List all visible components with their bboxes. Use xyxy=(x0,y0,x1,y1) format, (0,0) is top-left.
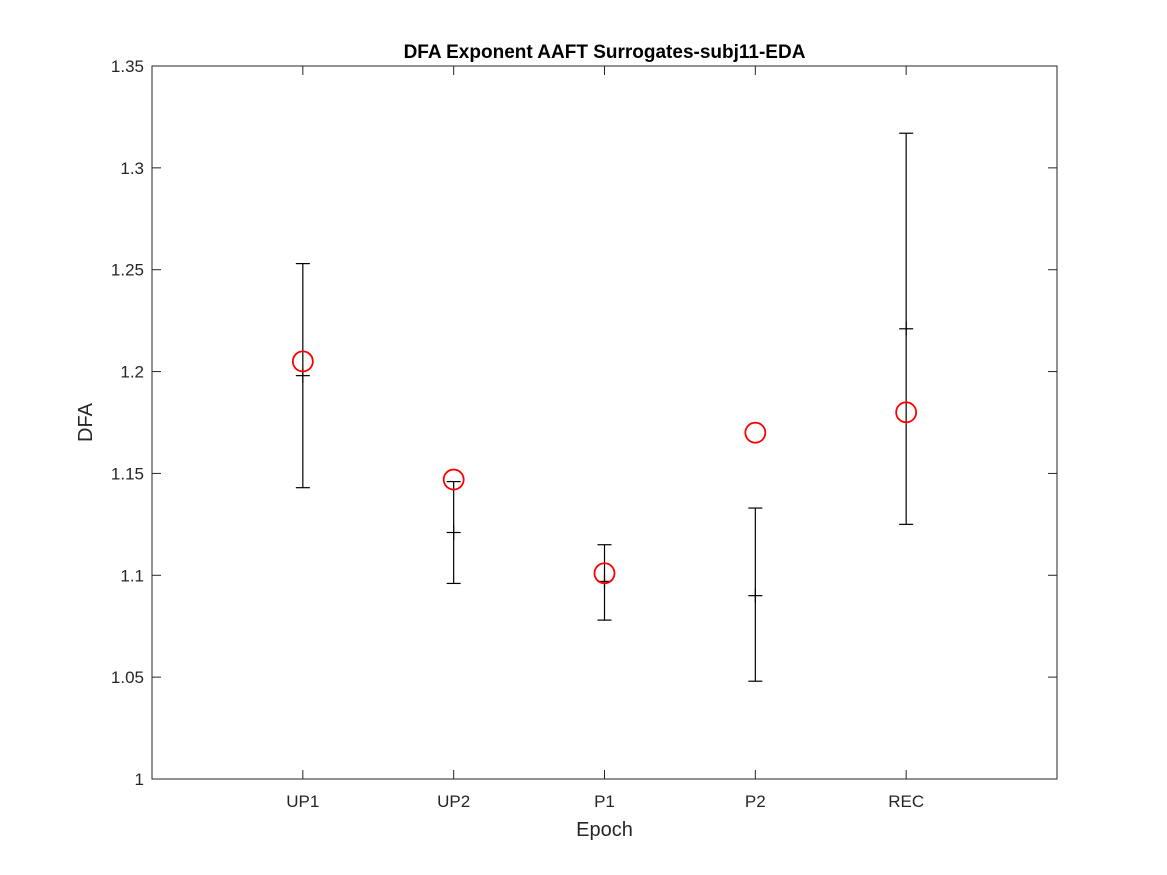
original-value-marker xyxy=(593,562,616,585)
original-value-marker xyxy=(895,401,918,424)
x-tick-label: UP1 xyxy=(286,792,319,811)
x-tick-label: P1 xyxy=(594,792,615,811)
x-tick-label: REC xyxy=(888,792,924,811)
y-tick-label: 1.05 xyxy=(111,668,144,687)
y-tick-label: 1.3 xyxy=(120,159,144,178)
y-tick-label: 1.25 xyxy=(111,261,144,280)
original-value-marker xyxy=(291,350,314,373)
y-tick-label: 1 xyxy=(135,770,144,789)
x-tick-label: UP2 xyxy=(437,792,470,811)
plot-area xyxy=(151,65,1058,780)
y-axis-label: DFA xyxy=(75,402,97,442)
x-axis-label: Epoch xyxy=(576,819,633,841)
y-tick-label: 1.2 xyxy=(120,363,144,382)
y-tick-label: 1.1 xyxy=(120,566,144,585)
x-tick-label: P2 xyxy=(745,792,766,811)
chart-title: DFA Exponent AAFT Surrogates-subj11-EDA xyxy=(404,42,806,63)
original-value-marker xyxy=(744,421,767,444)
original-value-marker xyxy=(442,468,465,491)
y-tick-label: 1.35 xyxy=(111,57,144,76)
y-tick-label: 1.15 xyxy=(111,464,144,483)
marks-group xyxy=(291,132,918,682)
ticks-group: 1 1.05 1.1 1.15 1.2 1.25 1.3 1.35 UP1 UP2 P1 P2 REC xyxy=(111,57,1057,811)
